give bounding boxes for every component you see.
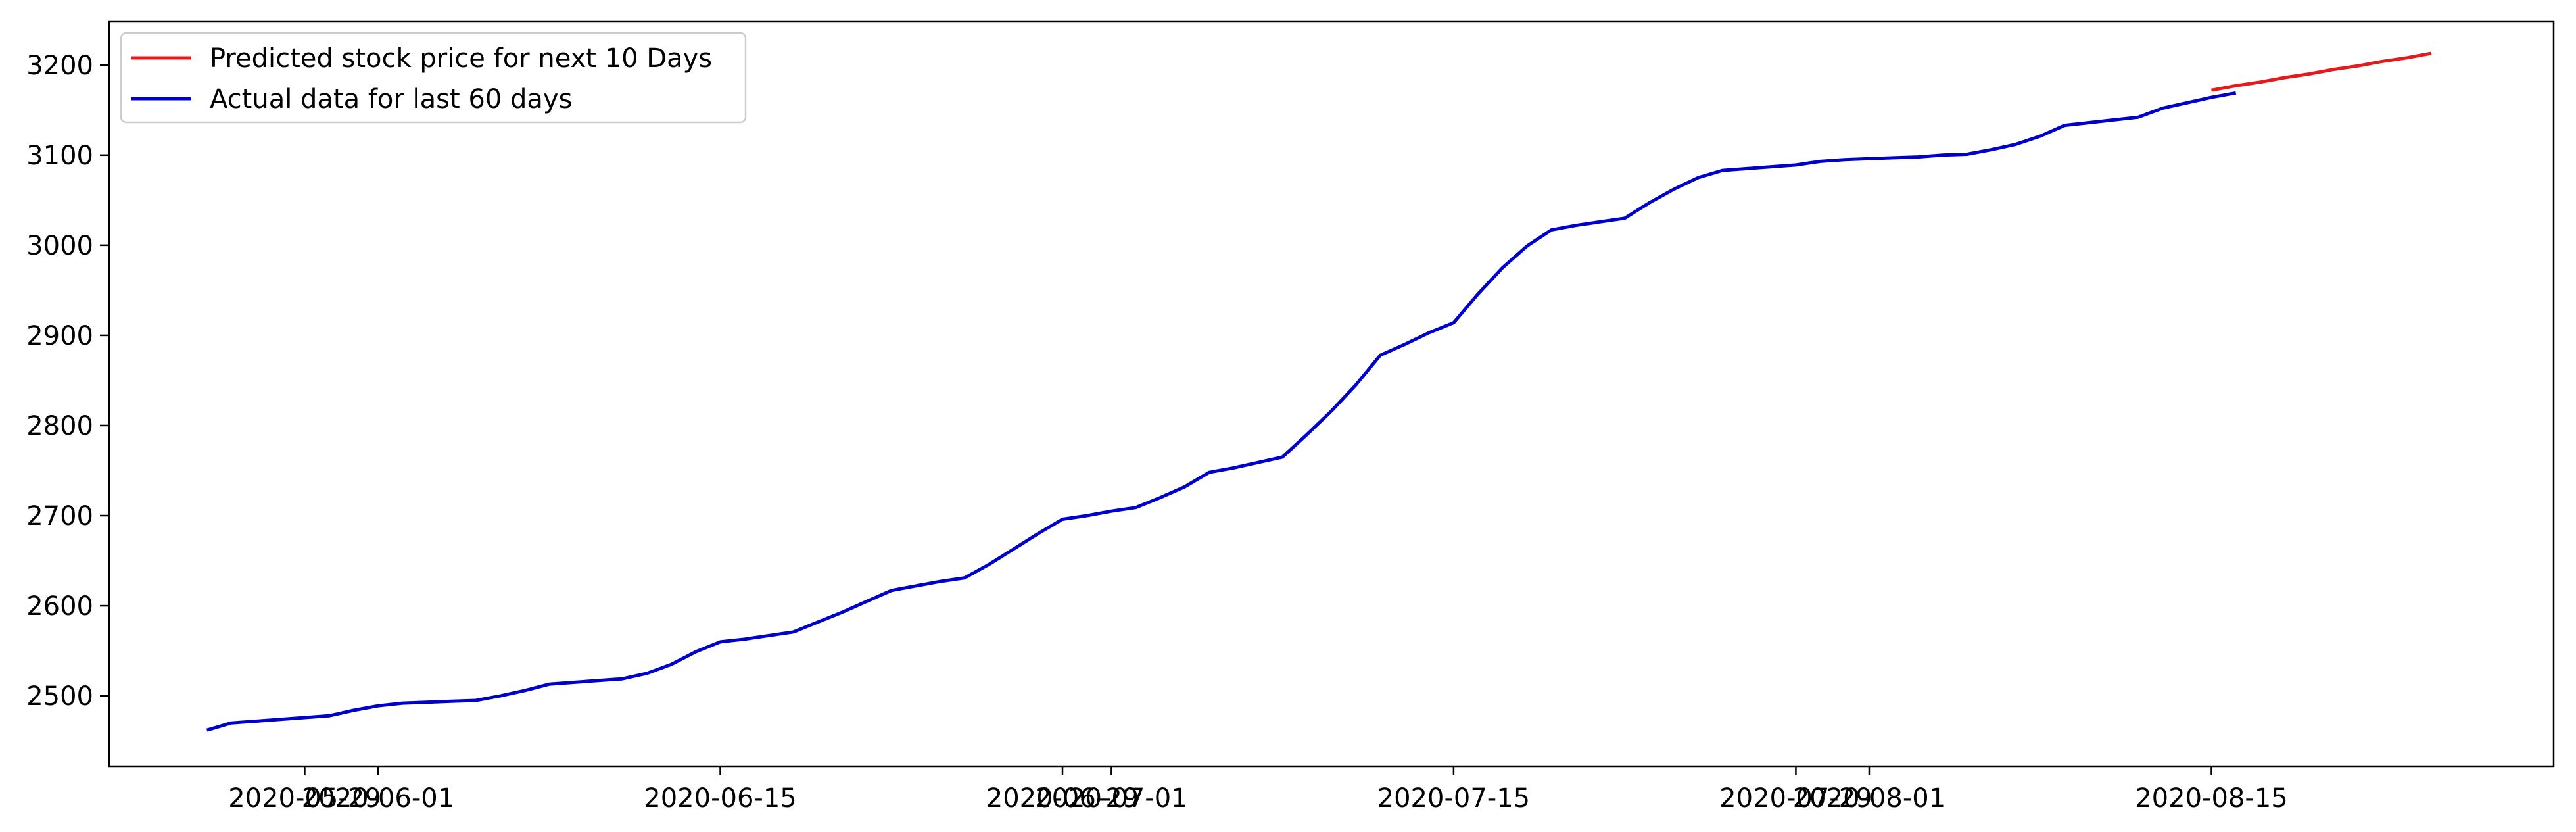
- x-tick-label: 2020-07-15: [1377, 783, 1530, 814]
- y-tick-label: 2700: [26, 501, 93, 531]
- legend: Predicted stock price for next 10 Days Ac…: [120, 32, 747, 124]
- y-tick-label: 3000: [26, 231, 93, 261]
- x-tick-label: 2020-06-29: [986, 783, 1139, 814]
- y-tick-label: 3100: [26, 141, 93, 171]
- legend-label: Predicted stock price for next 10 Days: [210, 43, 712, 74]
- x-tick-label: 2020-06-01: [302, 783, 454, 814]
- x-tick-label: 2020-07-01: [1035, 783, 1187, 814]
- plot-area: [206, 51, 2432, 732]
- axes-frame: [108, 20, 2555, 768]
- x-tick-label: 2020-08-15: [2135, 783, 2287, 814]
- x-tick-label: 2020-08-01: [1793, 783, 1945, 814]
- legend-box: [120, 32, 747, 124]
- y-tick-label: 2900: [26, 321, 93, 351]
- x-tick-label: 2020-07-29: [1719, 783, 1872, 814]
- y-tick-label: 2500: [26, 681, 93, 712]
- y-tick-label: 3200: [26, 51, 93, 81]
- axes: 2500 2600 2700 2800 2900 3000 3100 3200 2020-05-…: [26, 20, 2555, 814]
- series-line-actual-data-for-last-60-days: [206, 91, 2237, 732]
- y-tick-label: 2600: [26, 591, 93, 622]
- legend-label: Actual data for last 60 days: [210, 84, 572, 114]
- y-tick-label: 2800: [26, 411, 93, 441]
- x-tick-label: 2020-06-15: [644, 783, 796, 814]
- x-tick-label: 2020-05-29: [228, 783, 381, 814]
- series-line-predicted-stock-price-for-next-10-days: [2211, 51, 2432, 92]
